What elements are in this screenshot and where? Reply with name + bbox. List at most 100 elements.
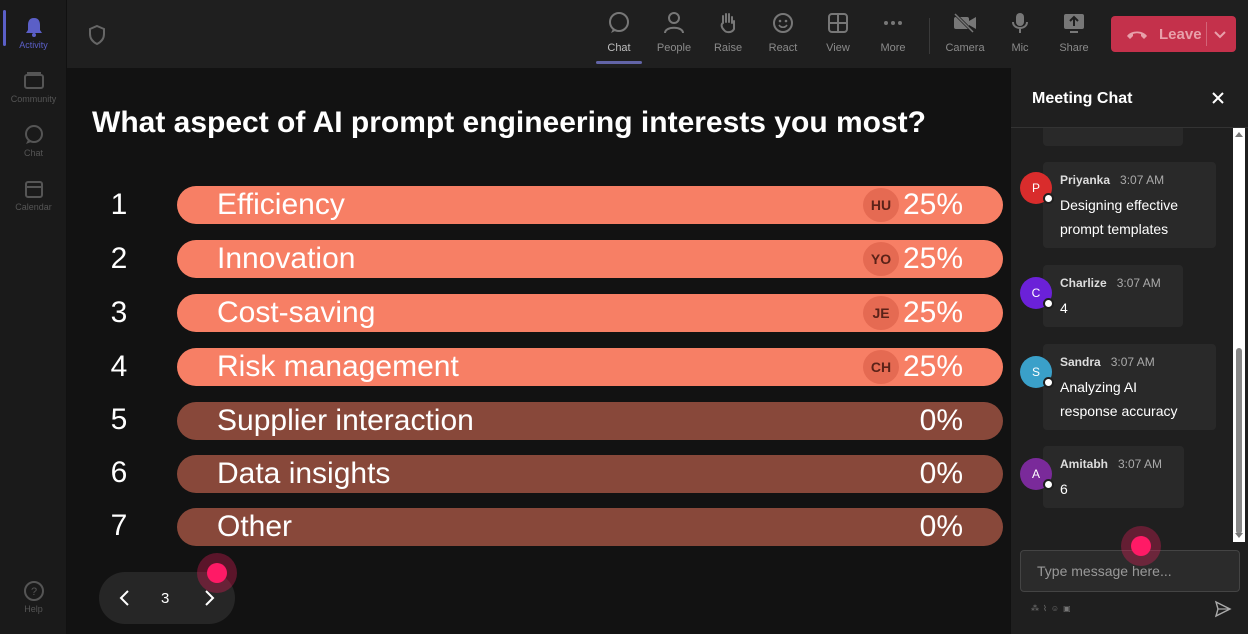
rail-label-chat: Chat	[23, 148, 43, 158]
react-button-label: React	[768, 42, 798, 54]
rail-item-calendar[interactable]: Calendar	[0, 170, 67, 218]
chevron-down-icon[interactable]	[1212, 26, 1228, 47]
avatar-initial: P	[1031, 181, 1040, 195]
voter-avatar: HU	[863, 188, 899, 222]
option-label: Data insights	[217, 457, 391, 490]
attach-icon: ⌇	[1043, 604, 1051, 613]
chevron-left-icon	[119, 590, 129, 606]
message-text: 6	[1060, 481, 1068, 497]
message-text: Designing effective prompt templates	[1060, 197, 1179, 237]
avatar: A	[1020, 458, 1054, 490]
poll-option-bar[interactable]: Cost-saving JE 25%	[177, 294, 1003, 332]
chat-button[interactable]: Chat	[592, 10, 646, 64]
raise-hand-button[interactable]: Raise	[701, 10, 755, 62]
rail-item-chat[interactable]: Chat	[0, 116, 67, 164]
gif-icon: ▣	[1063, 604, 1075, 613]
chevron-right-icon	[205, 590, 215, 606]
share-button-label: Share	[1059, 42, 1089, 54]
compose-tools[interactable]: ⁂⌇☺▣	[1031, 604, 1075, 613]
raise-button-label: Raise	[713, 42, 743, 54]
people-button[interactable]: People	[647, 10, 701, 62]
bell-icon	[23, 16, 45, 38]
camera-off-icon	[952, 10, 978, 36]
message-input[interactable]	[1020, 550, 1240, 592]
close-icon[interactable]	[1210, 90, 1226, 106]
option-number: 1	[110, 188, 128, 221]
voter-avatar: YO	[863, 242, 899, 276]
option-percent: 25%	[902, 242, 963, 275]
option-number: 7	[110, 509, 128, 542]
avatar: P	[1020, 172, 1054, 204]
mic-button[interactable]: Mic	[993, 10, 1047, 62]
option-percent: 0%	[919, 457, 963, 490]
poll-option-bar[interactable]: Innovation YO 25%	[177, 240, 1003, 278]
page-number: 3	[161, 590, 170, 607]
leave-button-label: Leave	[1159, 25, 1202, 43]
scrollbar-thumb[interactable]	[1236, 348, 1242, 534]
calendar-icon	[23, 178, 45, 200]
smiley-icon	[770, 10, 796, 36]
rail-item-community[interactable]: Community	[0, 62, 67, 110]
option-percent: 25%	[902, 188, 963, 221]
camera-button-label: Camera	[945, 42, 985, 54]
presence-dot	[1043, 479, 1054, 490]
poll-option-bar[interactable]: Other 0%	[177, 508, 1003, 546]
poll-option-bar[interactable]: Supplier interaction 0%	[177, 402, 1003, 440]
message-time: 3:07 AM	[1116, 276, 1161, 290]
chat-scrollbar[interactable]	[1233, 128, 1245, 542]
phone-hangup-icon	[1125, 27, 1153, 41]
camera-button[interactable]: Camera	[938, 10, 992, 62]
send-icon[interactable]	[1214, 600, 1232, 618]
avatar-initial: A	[1031, 467, 1040, 481]
scroll-down-arrow-icon[interactable]	[1235, 533, 1243, 538]
avatar: S	[1020, 356, 1054, 388]
option-number: 5	[110, 403, 128, 436]
click-indicator	[197, 553, 237, 593]
poll-question: What aspect of AI prompt engineering int…	[92, 106, 926, 139]
share-button[interactable]: Share	[1047, 10, 1101, 62]
rail-label-help: Help	[24, 604, 43, 614]
more-dots-icon	[880, 10, 906, 36]
share-screen-icon	[1061, 10, 1087, 36]
rail-item-activity[interactable]: Activity	[0, 8, 67, 56]
meeting-chat-panel: Meeting Chat Priyanka 3:07 AM Designing e…	[1010, 68, 1248, 634]
app-left-rail: Activity Community Chat Calendar ? Help	[0, 0, 67, 634]
chat-message-partial	[1043, 128, 1183, 146]
option-percent: 0%	[919, 404, 963, 437]
option-label: Supplier interaction	[217, 404, 474, 437]
chat-message: Amitabh 3:07 AM 6	[1043, 446, 1184, 508]
option-number: 6	[110, 456, 128, 489]
leave-button[interactable]: Leave	[1111, 16, 1236, 52]
poll-option-bar[interactable]: Efficiency HU 25%	[177, 186, 1003, 224]
click-indicator	[1121, 526, 1161, 566]
emoji-icon: ☺	[1050, 604, 1064, 613]
option-percent: 0%	[919, 510, 963, 543]
option-label: Risk management	[217, 350, 459, 383]
chat-message-list[interactable]: Priyanka 3:07 AM Designing effective promp…	[1011, 128, 1233, 542]
leave-button-separator	[1206, 22, 1207, 46]
chat-panel-title: Meeting Chat	[1032, 90, 1133, 107]
presence-dot	[1043, 298, 1054, 309]
poll-option-bar[interactable]: Risk management CH 25%	[177, 348, 1003, 386]
poll-option-bar[interactable]: Data insights 0%	[177, 455, 1003, 493]
option-percent: 25%	[902, 296, 963, 329]
chat-message: Priyanka 3:07 AM Designing effective promp…	[1043, 162, 1216, 248]
rail-label-community: Community	[10, 94, 57, 104]
grid-view-icon	[825, 10, 851, 36]
more-button[interactable]: More	[866, 10, 920, 62]
scroll-up-arrow-icon[interactable]	[1235, 132, 1243, 137]
option-label: Other	[217, 510, 293, 543]
view-button[interactable]: View	[811, 10, 865, 62]
react-button[interactable]: React	[756, 10, 810, 62]
next-page-button[interactable]	[197, 586, 221, 610]
option-number: 4	[110, 350, 128, 383]
chat-bubble-icon	[23, 124, 45, 146]
shield-icon[interactable]	[87, 24, 107, 46]
rail-item-help[interactable]: ? Help	[0, 572, 67, 620]
chat-header-divider	[1011, 127, 1248, 128]
presence-dot	[1043, 193, 1054, 204]
previous-page-button[interactable]	[113, 586, 137, 610]
voter-avatar: JE	[863, 296, 899, 330]
message-time: 3:07 AM	[1110, 355, 1155, 369]
avatar: C	[1020, 277, 1054, 309]
